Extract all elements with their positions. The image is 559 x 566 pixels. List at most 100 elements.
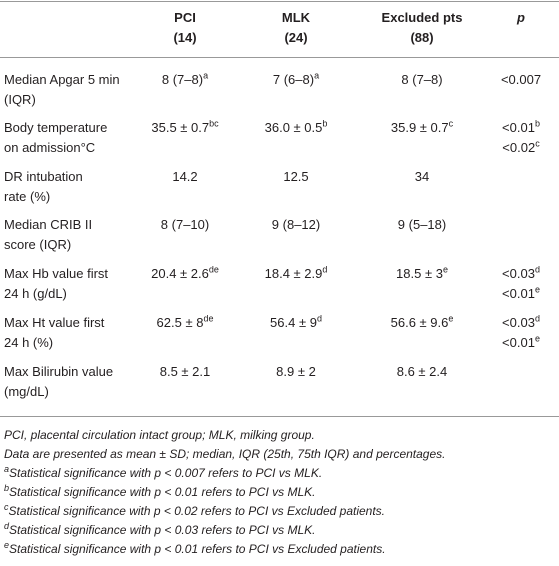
footnote: eStatistical significance with p < 0.01 … bbox=[4, 539, 386, 559]
footnote: aStatistical significance with p < 0.007… bbox=[4, 463, 322, 483]
footnote-text: PCI, placental circulation intact group;… bbox=[4, 428, 315, 442]
footnote-text: Statistical significance with p < 0.01 r… bbox=[9, 542, 386, 556]
column-header: PCI bbox=[174, 10, 196, 25]
footnote-text: Statistical significance with p < 0.03 r… bbox=[9, 523, 316, 537]
cell-text: 18.5 ± 3 bbox=[396, 266, 443, 281]
cell: <0.01b bbox=[502, 118, 540, 138]
cell-text: 62.5 ± 8 bbox=[156, 315, 204, 330]
superscript: e bbox=[448, 313, 454, 324]
cell-text: 36.0 ± 0.5 bbox=[264, 120, 323, 135]
footnote-text: Statistical significance with p < 0.02 r… bbox=[8, 504, 386, 518]
row-label: 24 h (g/dL) bbox=[4, 286, 67, 301]
row-label: (IQR) bbox=[4, 92, 36, 107]
cell: 56.6 ± 9.6e bbox=[391, 313, 454, 333]
superscript: c bbox=[448, 118, 454, 129]
cell: <0.01e bbox=[502, 333, 540, 353]
row-label: DR intubation bbox=[4, 169, 83, 184]
cell: 35.5 ± 0.7bc bbox=[151, 118, 218, 138]
row-label: Max Bilirubin value bbox=[4, 364, 114, 379]
cell: <0.02c bbox=[502, 138, 539, 158]
cell: <0.03d bbox=[502, 313, 540, 333]
superscript: d bbox=[322, 264, 328, 275]
row-label: Median CRIB II bbox=[4, 217, 93, 232]
cell: <0.01e bbox=[502, 284, 540, 304]
cell: 8.9 ± 2 bbox=[276, 362, 316, 382]
superscript: de bbox=[203, 313, 214, 324]
cell-text: 8.5 ± 2.1 bbox=[159, 364, 211, 379]
cell-text: 9 (5–18) bbox=[397, 217, 447, 232]
cell: 8 (7–8) bbox=[401, 70, 442, 90]
cell: 56.4 ± 9d bbox=[270, 313, 322, 333]
cell: 20.4 ± 2.6de bbox=[151, 264, 219, 284]
row-label: score (IQR) bbox=[4, 237, 72, 252]
superscript: c bbox=[535, 138, 540, 149]
cell-text: 35.5 ± 0.7 bbox=[151, 120, 210, 135]
footnote-text: Data are presented as mean ± SD; median,… bbox=[4, 447, 446, 461]
cell: 36.0 ± 0.5b bbox=[265, 118, 328, 138]
cell-text: 35.9 ± 0.7 bbox=[390, 120, 449, 135]
column-header: (24) bbox=[284, 30, 308, 45]
footnote: dStatistical significance with p < 0.03 … bbox=[4, 520, 315, 540]
row-label: rate (%) bbox=[4, 189, 51, 204]
row-label: Median Apgar 5 min bbox=[4, 72, 120, 87]
cell-text: 9 (8–12) bbox=[271, 217, 321, 232]
cell-text: 12.5 bbox=[283, 169, 309, 184]
superscript: d bbox=[316, 313, 322, 324]
cell-text: 8 (7–8) bbox=[161, 72, 204, 87]
rule bbox=[0, 57, 559, 58]
column-header: MLK bbox=[281, 10, 311, 25]
cell: 18.4 ± 2.9d bbox=[265, 264, 328, 284]
cell-text: 56.4 ± 9 bbox=[270, 315, 317, 330]
superscript: e bbox=[442, 264, 448, 275]
cell: 12.5 bbox=[283, 167, 308, 187]
cell: 8 (7–8)a bbox=[162, 70, 208, 90]
column-header: p bbox=[517, 10, 525, 25]
cell-text: <0.03 bbox=[502, 266, 535, 281]
superscript: e bbox=[534, 333, 540, 344]
superscript: b bbox=[322, 118, 328, 129]
cell-text: <0.02 bbox=[502, 140, 536, 155]
cell: <0.03d bbox=[502, 264, 540, 284]
cell-text: <0.01 bbox=[502, 286, 535, 301]
superscript: a bbox=[203, 70, 209, 81]
superscript: e bbox=[534, 284, 540, 295]
cell-text: <0.01 bbox=[502, 120, 535, 135]
cell: 35.9 ± 0.7c bbox=[391, 118, 453, 138]
superscript: a bbox=[314, 70, 320, 81]
cell-text: 14.2 bbox=[172, 169, 198, 184]
cell: 8.5 ± 2.1 bbox=[160, 362, 211, 382]
footnote: Data are presented as mean ± SD; median,… bbox=[4, 444, 446, 464]
row-label: on admission°C bbox=[4, 140, 96, 155]
row-label: Body temperature bbox=[4, 120, 108, 135]
cell: 9 (8–12) bbox=[272, 215, 320, 235]
superscript: d bbox=[534, 264, 540, 275]
cell-text: 18.4 ± 2.9 bbox=[264, 266, 323, 281]
superscript: c bbox=[4, 502, 9, 512]
cell: 18.5 ± 3e bbox=[396, 264, 448, 284]
footnote: PCI, placental circulation intact group;… bbox=[4, 425, 315, 445]
column-header: (14) bbox=[173, 30, 197, 45]
superscript: d bbox=[4, 521, 10, 531]
cell: 34 bbox=[415, 167, 429, 187]
superscript: a bbox=[4, 464, 10, 474]
cell-text: <0.03 bbox=[502, 315, 535, 330]
superscript: e bbox=[4, 540, 10, 550]
cell: 9 (5–18) bbox=[398, 215, 446, 235]
cell: 8.6 ± 2.4 bbox=[397, 362, 448, 382]
footnote-text: Statistical significance with p < 0.01 r… bbox=[9, 485, 316, 499]
rule bbox=[0, 416, 559, 417]
cell-text: 8.6 ± 2.4 bbox=[396, 364, 448, 379]
cell-text: 8 (7–10) bbox=[160, 217, 210, 232]
cell-text: 56.6 ± 9.6 bbox=[390, 315, 449, 330]
cell: <0.007 bbox=[501, 70, 541, 90]
cell-text: 8 (7–8) bbox=[401, 72, 443, 87]
superscript: b bbox=[534, 118, 540, 129]
column-header: (88) bbox=[410, 30, 434, 45]
column-header: Excluded pts bbox=[381, 10, 463, 25]
cell-text: 8.9 ± 2 bbox=[276, 364, 316, 379]
cell-text: 7 (6–8) bbox=[272, 72, 315, 87]
cell-text: <0.007 bbox=[500, 72, 542, 87]
cell-text: <0.01 bbox=[502, 335, 535, 350]
row-label: (mg/dL) bbox=[4, 384, 49, 399]
